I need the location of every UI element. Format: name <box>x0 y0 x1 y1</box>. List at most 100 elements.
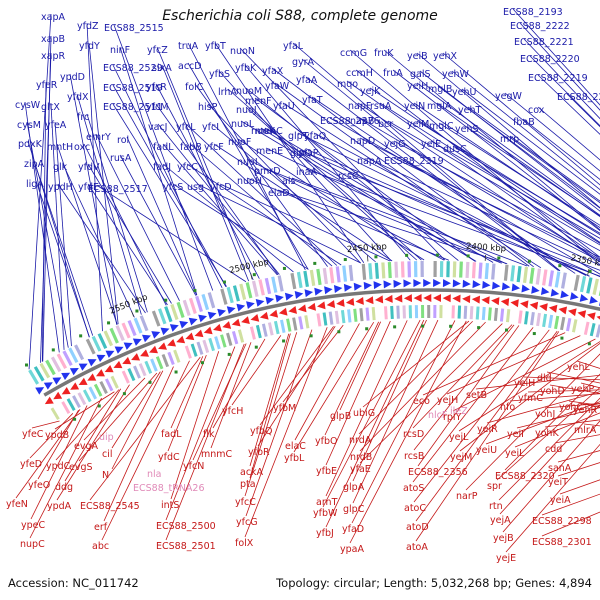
reverse-gene-label: glpC <box>343 504 365 515</box>
reverse-gene-arrow <box>336 298 345 307</box>
gene-leader-line <box>415 330 558 522</box>
forward-gene-label: nuoL <box>231 119 255 130</box>
reverse-feature-tile <box>88 386 98 400</box>
reverse-gene-arrow <box>176 335 186 344</box>
forward-gene-label: mglB <box>428 84 452 95</box>
forward-gene-label: fadJ <box>153 162 171 173</box>
gene-leader-line <box>113 24 214 291</box>
forward-gene-arrow <box>492 281 501 290</box>
gene-leader-line <box>544 419 600 428</box>
gene-leader-line <box>291 177 528 267</box>
forward-feature-tile <box>478 262 483 279</box>
forward-feature-tile <box>452 261 457 278</box>
gene-leader-line <box>185 123 338 266</box>
reverse-gene-label: elaC <box>285 441 306 452</box>
forward-gene-label: yejK <box>360 86 381 97</box>
reverse-feature-tile <box>347 309 352 323</box>
reverse-gene-arrow <box>288 306 297 314</box>
reverse-feature-tile <box>530 311 535 326</box>
forward-feature-tile <box>170 303 179 321</box>
gene-leader-line <box>244 64 411 261</box>
gene-leader-line <box>417 325 520 467</box>
forward-gene-label: yfcD <box>210 182 232 193</box>
gene-leader-line <box>37 409 79 480</box>
gene-leader-line <box>246 158 445 261</box>
gene-leader-line <box>549 384 600 394</box>
reverse-gene-arrow <box>365 296 374 305</box>
forward-gene-label: mglA <box>427 101 452 112</box>
reverse-gene-label: yeiH <box>514 378 535 389</box>
forward-gene-arrow <box>105 350 115 358</box>
reverse-feature-tile <box>121 370 130 384</box>
forward-gene-arrow <box>207 311 217 320</box>
gene-leader-line <box>544 403 600 409</box>
reverse-gene-arrow <box>297 304 307 313</box>
reverse-gene-label: yfeN <box>6 499 28 510</box>
reverse-feature-tile <box>310 314 316 328</box>
forward-gene-label: nuoK <box>251 126 276 137</box>
reverse-feature-tile <box>334 310 340 325</box>
reverse-gene-arrow <box>78 377 88 386</box>
forward-gene-label: hisP <box>198 102 218 113</box>
feature-marker <box>421 324 425 328</box>
reverse-feature-tile <box>99 381 108 395</box>
gene-leader-line <box>355 69 600 258</box>
gene-leader-line <box>438 122 600 226</box>
forward-feature-tile <box>157 308 167 325</box>
gene-leader-line <box>485 401 600 445</box>
gene-leader-line <box>416 120 600 236</box>
forward-gene-label: yfcZ <box>147 45 168 56</box>
forward-gene-arrow <box>43 382 53 390</box>
gene-leader-line <box>35 180 90 338</box>
forward-feature-tile <box>145 312 155 329</box>
gene-leader-line <box>103 366 174 522</box>
forward-gene-arrow <box>188 317 198 326</box>
gene-leader-line <box>452 145 600 234</box>
gene-leader-line <box>325 319 425 528</box>
reverse-feature-tile <box>173 349 181 363</box>
reverse-feature-tile <box>66 398 76 411</box>
reverse-feature-tile <box>566 317 572 332</box>
forward-gene-arrow <box>78 363 88 371</box>
forward-feature-tile <box>400 261 405 278</box>
forward-gene-label: inaA <box>296 167 317 178</box>
forward-feature-tile <box>79 341 90 358</box>
reverse-feature-tile <box>316 313 322 327</box>
forward-feature-tile <box>374 262 380 279</box>
gene-leader-line <box>412 324 513 429</box>
reverse-feature-tile <box>322 312 328 326</box>
gene-leader-line <box>213 143 393 262</box>
gene-leader-line <box>437 85 600 209</box>
reverse-gene-label: ECS88_2545 <box>80 501 140 512</box>
forward-gene-label: ninF <box>110 45 130 56</box>
gene-leader-line <box>210 342 252 449</box>
reverse-feature-tile <box>138 363 147 377</box>
forward-gene-arrow <box>403 279 412 288</box>
forward-gene-label: menF <box>245 96 272 107</box>
forward-gene-label: yehW <box>442 69 469 80</box>
gene-leader-line <box>347 172 600 271</box>
gene-leader-line <box>119 154 197 296</box>
reverse-gene-label: yfaE <box>350 464 371 475</box>
reverse-gene-arrow <box>70 382 80 390</box>
gene-leader-line <box>465 353 600 491</box>
gene-leader-line <box>512 8 600 106</box>
gene-leader-line <box>369 87 600 243</box>
kbp-tick-mark <box>587 268 590 275</box>
forward-gene-label: nuoN <box>230 46 255 57</box>
gene-leader-line <box>442 52 600 186</box>
reverse-feature-tile <box>167 351 175 365</box>
gene-leader-line <box>461 88 600 195</box>
reverse-gene-label: cil <box>102 449 113 460</box>
reverse-gene-label: yehP <box>571 384 594 395</box>
reverse-gene-label: yejB <box>493 533 514 544</box>
forward-feature-tile <box>28 369 40 385</box>
reverse-gene-label: ECS88_2500 <box>156 521 216 532</box>
gene-leader-line <box>522 118 600 181</box>
forward-gene-label: mqo <box>337 79 358 90</box>
reverse-feature-tile <box>353 308 358 322</box>
forward-feature-tile <box>220 288 228 305</box>
reverse-feature-tile <box>267 322 274 336</box>
topology-summary: Topology: circular; Length: 5,032,268 bp… <box>276 576 592 590</box>
reverse-gene-arrow <box>149 345 158 354</box>
